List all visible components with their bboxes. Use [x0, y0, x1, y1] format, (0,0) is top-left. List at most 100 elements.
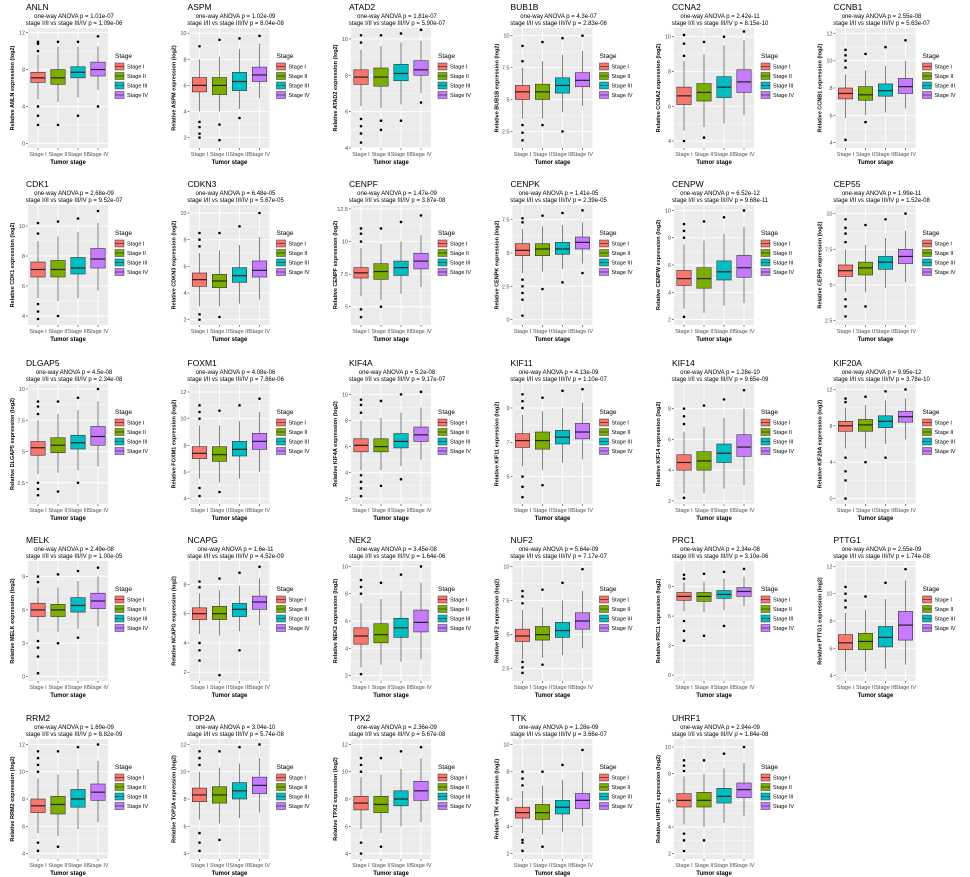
- legend-title: Stage: [115, 764, 132, 771]
- legend-label: Stage IV: [773, 449, 794, 455]
- y-axis-label: Relative CENPK expression (log2): [495, 220, 501, 309]
- outlier-point: [359, 474, 363, 477]
- outlier-point: [238, 745, 241, 749]
- outlier-point: [521, 399, 524, 403]
- x-tick-label: Stage IV: [895, 508, 916, 514]
- y-tick-label: 6: [183, 612, 186, 618]
- chart-title: KIF4A: [349, 358, 373, 368]
- legend-label: Stage IV: [935, 270, 956, 276]
- legend-title: Stage: [761, 764, 778, 771]
- outlier-point: [36, 849, 40, 853]
- legend-title: Stage: [600, 764, 617, 771]
- outlier-point: [198, 849, 201, 853]
- outlier-point: [56, 220, 60, 223]
- outlier-point: [722, 35, 726, 38]
- outlier-point: [682, 769, 686, 773]
- box-2: [211, 446, 227, 462]
- outlier-point: [198, 756, 201, 760]
- y-tick-label: 2.5: [17, 481, 25, 487]
- x-tick-label: Stage IV: [572, 329, 593, 335]
- outlier-point: [682, 849, 686, 853]
- outlier-point: [682, 764, 686, 767]
- outlier-point: [36, 405, 40, 408]
- y-axis-label: Relative PTTG1 expression (log2): [818, 577, 824, 665]
- y-tick-label: 12: [826, 564, 832, 570]
- y-tick-label: 7.5: [825, 247, 833, 253]
- legend-title: Stage: [115, 586, 132, 593]
- outlier-point: [379, 484, 383, 488]
- y-tick-label: 8: [668, 69, 671, 75]
- outlier-point: [198, 763, 201, 767]
- outlier-point: [359, 141, 363, 144]
- anova-text: one-way ANOVA p = 1.81e-07: [357, 14, 437, 20]
- y-tick-label: 10: [342, 770, 348, 776]
- outlier-point: [56, 490, 60, 493]
- x-tick-label: Stage III: [552, 863, 573, 869]
- y-tick-label: 8: [829, 86, 832, 92]
- box-2: [534, 804, 550, 820]
- chart-title: PRC1: [672, 535, 695, 545]
- box-1: [514, 243, 530, 256]
- y-tick-label: 2: [183, 136, 186, 142]
- legend-label: Stage III: [289, 261, 310, 267]
- y-axis-label: Relative TPX2 expression (log2): [333, 757, 339, 841]
- outlier-point: [561, 36, 564, 40]
- box-3: [393, 790, 409, 807]
- y-tick-label: 7.5: [502, 218, 510, 224]
- y-tick-label: 10: [19, 387, 25, 393]
- x-axis-label: Tumor stage: [373, 693, 409, 699]
- box-2: [50, 795, 66, 815]
- legend-label: Stage III: [612, 617, 633, 623]
- chart-title: NEK2: [349, 535, 371, 545]
- y-tick-label: 2: [668, 318, 671, 324]
- legend-label: Stage I: [450, 776, 468, 782]
- outlier-point: [682, 629, 686, 633]
- x-tick-label: Stage II: [533, 863, 552, 869]
- outlier-point: [198, 410, 201, 414]
- outlier-point: [581, 271, 584, 275]
- legend-label: Stage III: [612, 440, 633, 446]
- anova-text: one-way ANOVA p = 1.28e-10: [680, 370, 760, 376]
- outlier-point: [884, 389, 887, 393]
- box-1: [514, 85, 530, 100]
- legend-label: Stage III: [127, 440, 148, 446]
- legend-label: Stage I: [127, 421, 145, 427]
- legend-title: Stage: [438, 586, 455, 593]
- legend-label: Stage II: [450, 251, 469, 257]
- legend-title: Stage: [923, 53, 940, 60]
- y-tick-label: 4: [345, 646, 348, 652]
- legend-label: Stage III: [612, 261, 633, 267]
- pairwise-text: stage I/II vs stage III/IV p = 3.87e-08: [349, 198, 446, 204]
- chart-title: UHRF1: [672, 713, 701, 723]
- box-3: [232, 603, 248, 617]
- outlier-point: [682, 222, 686, 226]
- y-tick-label: 9: [668, 585, 671, 591]
- x-tick-label: Stage I: [352, 152, 370, 158]
- y-axis-label: Relative MELK expression (log2): [10, 578, 16, 663]
- y-tick-label: 4: [829, 460, 832, 466]
- outlier-point: [56, 573, 60, 576]
- x-axis-label: Tumor stage: [212, 516, 248, 522]
- outlier-point: [379, 581, 383, 585]
- pairwise-text: stage I/II vs stage III/IV p = 1.74e-08: [833, 554, 930, 560]
- outlier-point: [379, 756, 383, 760]
- outlier-point: [96, 209, 100, 213]
- legend-title: Stage: [761, 53, 778, 60]
- outlier-point: [904, 212, 907, 215]
- legend-title: Stage: [923, 586, 940, 593]
- outlier-point: [258, 34, 261, 38]
- x-axis-label: Tumor stage: [535, 871, 571, 877]
- x-tick-label: Stage III: [229, 685, 250, 691]
- outlier-point: [844, 315, 847, 318]
- x-tick-label: Stage III: [391, 329, 412, 335]
- y-tick-label: 6: [829, 646, 832, 652]
- outlier-point: [198, 494, 201, 498]
- anova-text: one-way ANOVA p = 1.28e-09: [519, 725, 599, 731]
- legend-title: Stage: [277, 409, 294, 416]
- outlier-point: [844, 226, 847, 230]
- legend-label: Stage II: [773, 785, 792, 791]
- legend-label: Stage IV: [289, 93, 310, 99]
